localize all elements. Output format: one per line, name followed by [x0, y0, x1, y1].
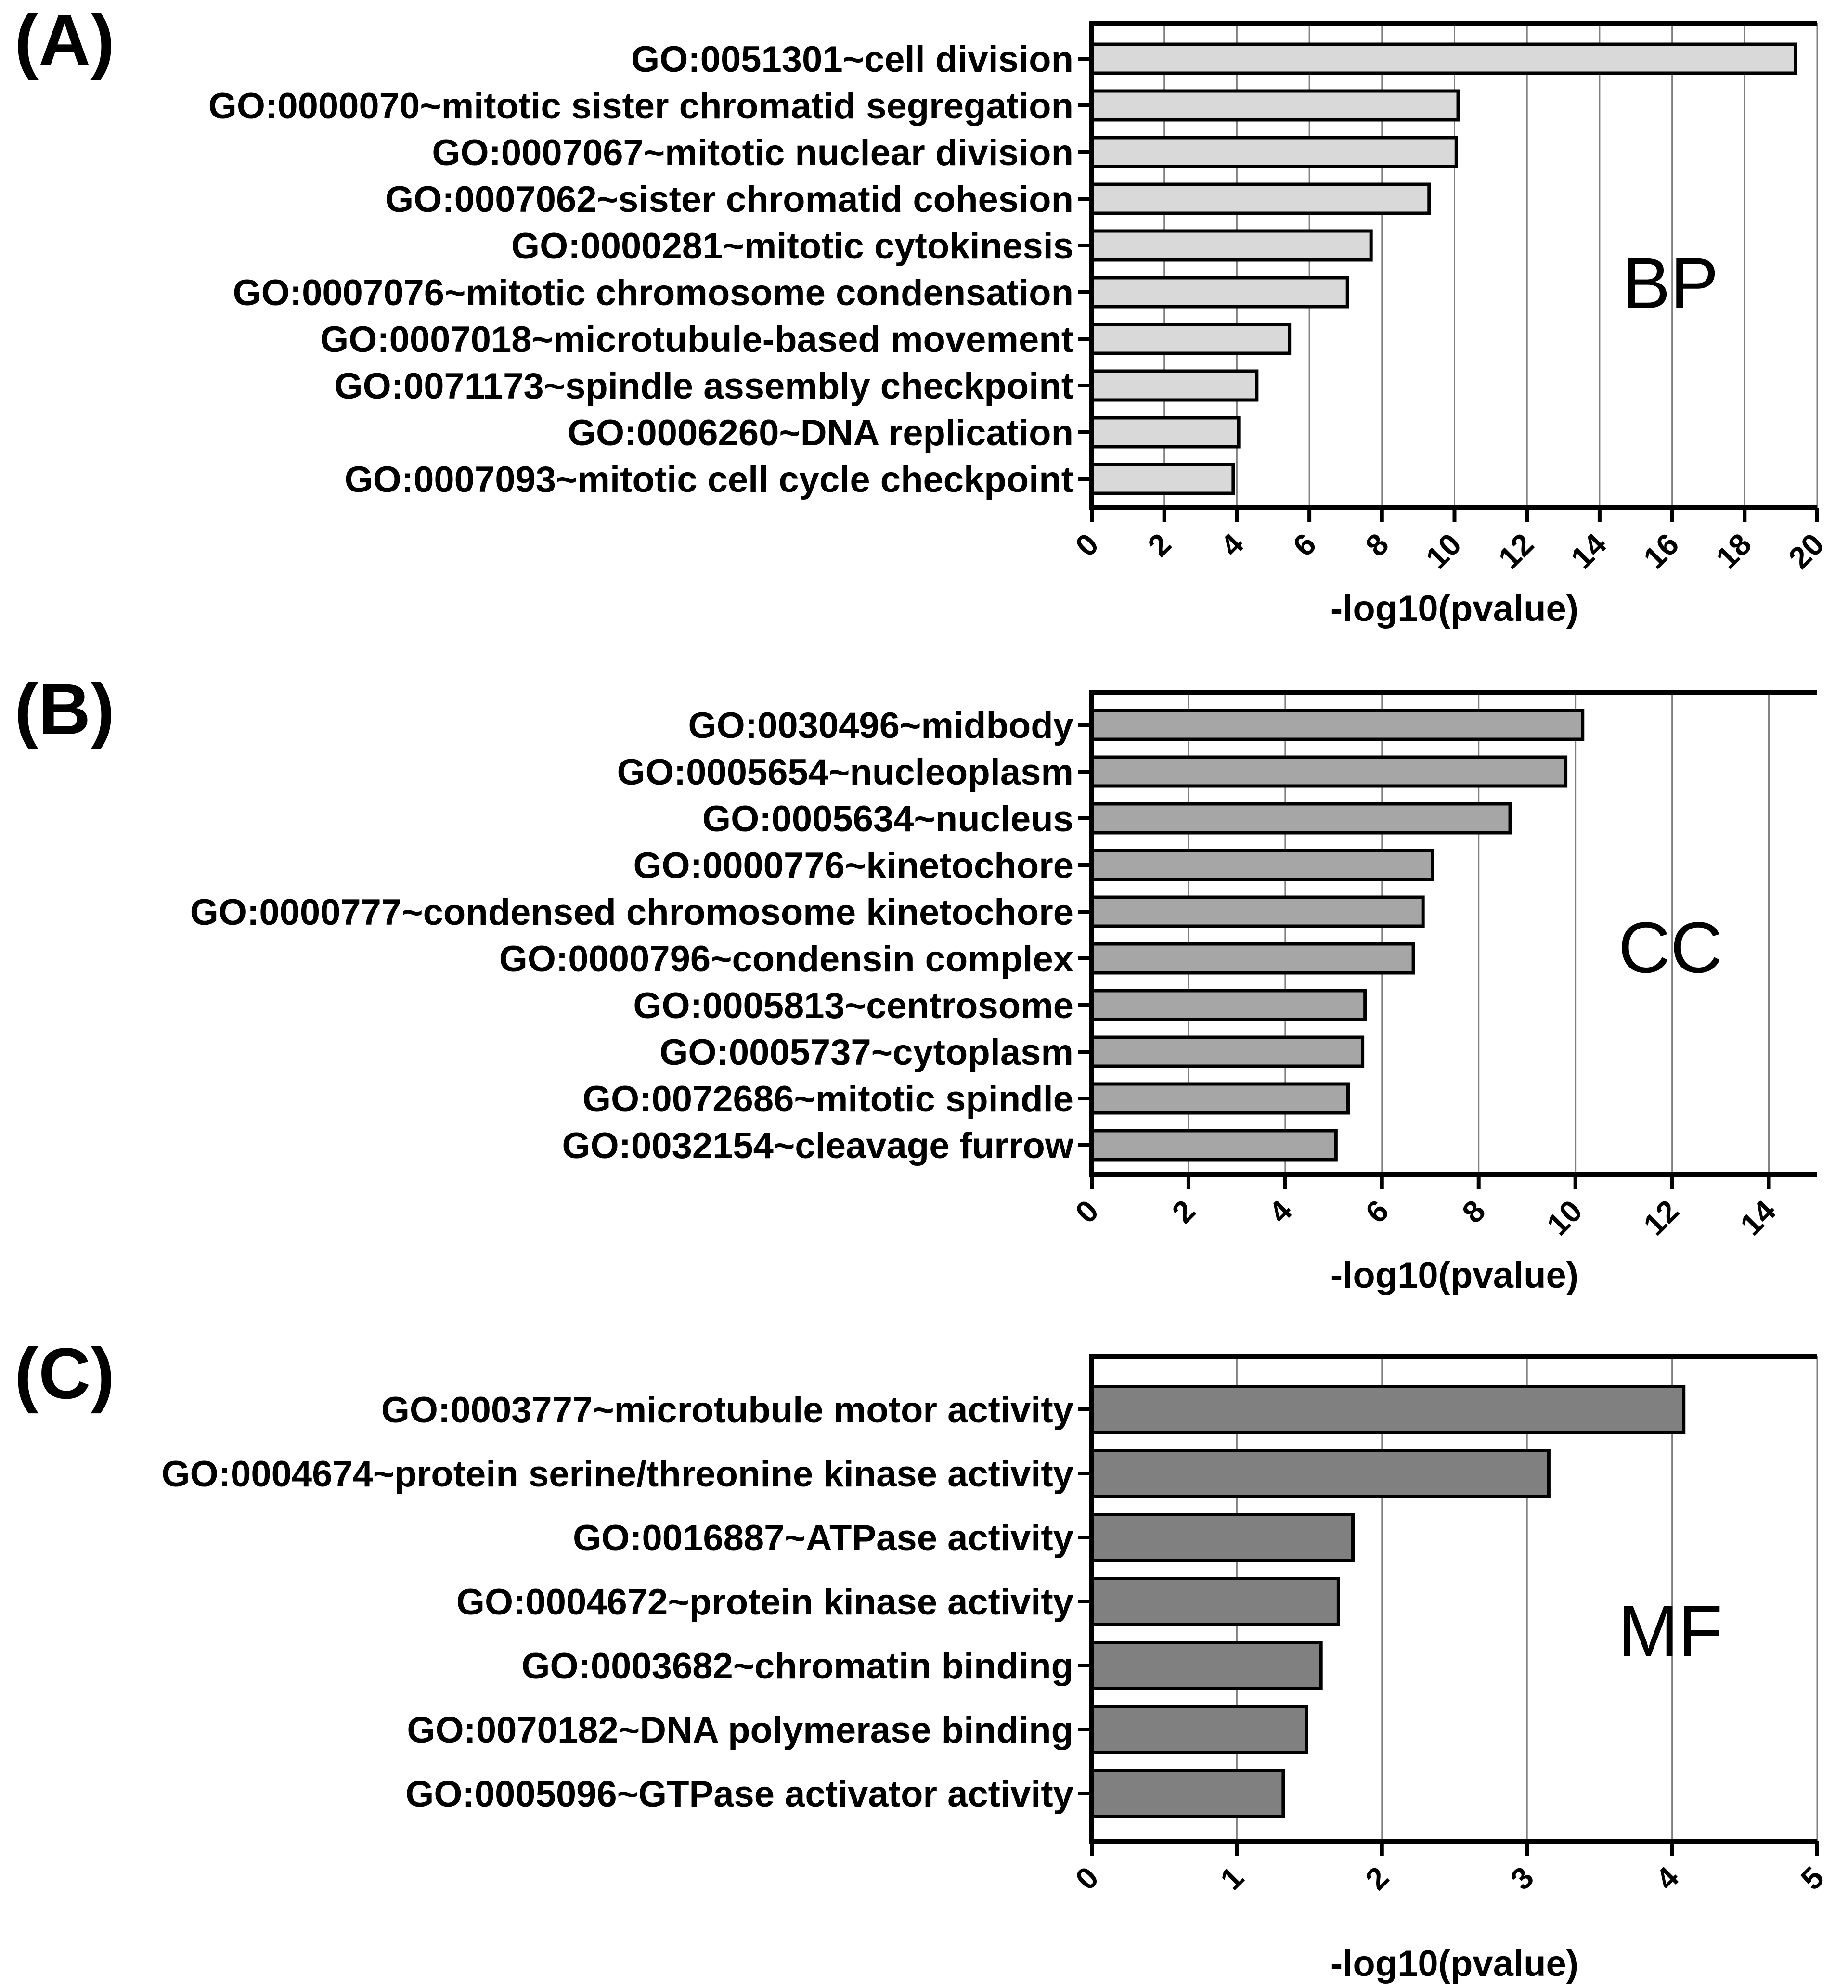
bp-xtick-label: 14 — [1564, 527, 1614, 576]
bp-xtick-label: 4 — [1214, 527, 1250, 563]
mf-bar — [1090, 1705, 1308, 1754]
mf-category-label: GO:0070182~DNA polymerase binding — [407, 1710, 1073, 1751]
cc-bar — [1090, 1082, 1350, 1115]
mf-category-label: GO:0003682~chromatin binding — [521, 1646, 1073, 1687]
cc-bar — [1090, 1035, 1365, 1068]
cc-x-axis-title: -log10(pvalue) — [1331, 1255, 1578, 1296]
bp-x-axis-title: -log10(pvalue) — [1331, 588, 1578, 629]
bp-bar — [1090, 136, 1458, 168]
cc-bar — [1090, 802, 1512, 835]
bp-xtick-label: 2 — [1141, 527, 1178, 563]
cc-category-label: GO:0005813~centrosome — [633, 985, 1073, 1026]
bp-bar — [1090, 229, 1373, 262]
mf-bar — [1090, 1577, 1340, 1626]
bp-category-label: GO:0000070~mitotic sister chromatid segr… — [208, 86, 1073, 127]
mf-xtick-label: 3 — [1504, 1860, 1540, 1897]
cc-category-label: GO:0000796~condensin complex — [499, 939, 1073, 980]
bp-xtick-label: 0 — [1069, 527, 1105, 563]
panel-bp: GO:0051301~cell division GO:0000070~mitot… — [14, 0, 1831, 629]
panel-cc: GO:0030496~midbody GO:0005654~nucleoplasm… — [14, 669, 1817, 1296]
cc-category-label: GO:0072686~mitotic spindle — [582, 1079, 1073, 1120]
bp-xtick-label: 6 — [1286, 527, 1323, 563]
mf-xtick-label: 2 — [1359, 1860, 1396, 1897]
mf-category-tag: MF — [1618, 1590, 1723, 1671]
bp-category-label: GO:0007093~mitotic cell cycle checkpoint — [345, 459, 1073, 500]
mf-category-label: GO:0005096~GTPase activator activity — [405, 1774, 1073, 1815]
cc-category-tag: CC — [1618, 907, 1723, 988]
cc-panel-label: (B) — [14, 669, 115, 749]
bp-category-label: GO:0006260~DNA replication — [568, 413, 1073, 453]
cc-xtick-label: 10 — [1540, 1193, 1589, 1242]
cc-xtick-label: 14 — [1733, 1193, 1783, 1242]
cc-category-label: GO:0005634~nucleus — [702, 799, 1073, 839]
bp-category-label: GO:0007076~mitotic chromosome condensati… — [233, 272, 1073, 313]
cc-bar — [1090, 942, 1415, 975]
mf-xtick-label: 0 — [1069, 1860, 1105, 1897]
cc-bar — [1090, 895, 1425, 928]
bp-bar — [1090, 89, 1460, 122]
panel-mf: GO:0003777~microtubule motor activity GO:… — [14, 1333, 1831, 1984]
cc-xtick-label: 2 — [1165, 1193, 1202, 1230]
mf-bar — [1090, 1641, 1323, 1690]
bp-category-label: GO:0051301~cell division — [631, 39, 1073, 80]
bp-category-label: GO:0071173~spindle assembly checkpoint — [334, 366, 1073, 407]
cc-xtick-label: 0 — [1069, 1193, 1105, 1230]
mf-bar — [1090, 1385, 1686, 1434]
cc-bar — [1090, 755, 1568, 788]
cc-category-label: GO:0032154~cleavage furrow — [562, 1125, 1074, 1166]
cc-xtick-label: 8 — [1456, 1193, 1492, 1230]
mf-category-label: GO:0016887~ATPase activity — [573, 1518, 1073, 1559]
cc-bar — [1090, 989, 1367, 1021]
mf-xtick-label: 1 — [1214, 1860, 1250, 1897]
bp-category-tag: BP — [1622, 243, 1719, 323]
mf-bar — [1090, 1769, 1285, 1818]
mf-bar — [1090, 1513, 1355, 1562]
bp-category-label: GO:0007062~sister chromatid cohesion — [385, 179, 1073, 220]
bp-bar — [1090, 182, 1431, 215]
cc-xtick-label: 12 — [1637, 1193, 1685, 1242]
bp-xtick-label: 16 — [1637, 527, 1685, 575]
mf-panel-label: (C) — [14, 1333, 115, 1414]
mf-category-label: GO:0004672~protein kinase activity — [456, 1582, 1073, 1623]
bp-xtick-label: 18 — [1709, 527, 1758, 575]
mf-category-label: GO:0003777~microtubule motor activity — [381, 1390, 1073, 1431]
bp-bar — [1090, 42, 1797, 75]
bp-bar — [1090, 323, 1292, 355]
bp-category-label: GO:0000281~mitotic cytokinesis — [511, 226, 1073, 267]
cc-category-label: GO:0030496~midbody — [688, 705, 1073, 746]
cc-bar — [1090, 709, 1585, 741]
mf-category-label: GO:0004674~protein serine/threonine kina… — [162, 1454, 1073, 1495]
cc-category-label: GO:0000776~kinetochore — [633, 845, 1073, 886]
mf-xtick-label: 5 — [1794, 1860, 1831, 1897]
bp-bar — [1090, 369, 1259, 402]
mf-xtick-label: 4 — [1649, 1860, 1685, 1897]
bp-panel-label: (A) — [14, 0, 115, 80]
cc-category-label: GO:0005654~nucleoplasm — [617, 752, 1073, 793]
bp-xtick-label: 12 — [1492, 527, 1540, 575]
cc-category-label: GO:0005737~cytoplasm — [659, 1032, 1073, 1073]
bp-category-label: GO:0007018~microtubule-based movement — [320, 319, 1073, 360]
bp-xtick-label: 10 — [1419, 527, 1468, 575]
bp-bar — [1090, 463, 1235, 495]
bp-bar — [1090, 276, 1349, 309]
mf-x-axis-title: -log10(pvalue) — [1331, 1943, 1578, 1984]
bp-xtick-label: 20 — [1782, 527, 1831, 575]
bp-bar — [1090, 416, 1241, 449]
cc-xtick-label: 6 — [1359, 1193, 1396, 1230]
bp-xtick-label: 8 — [1359, 527, 1396, 563]
mf-bar — [1090, 1449, 1551, 1498]
bp-category-label: GO:0007067~mitotic nuclear division — [432, 132, 1073, 173]
cc-xtick-label: 4 — [1262, 1193, 1299, 1230]
cc-bar — [1090, 849, 1434, 881]
cc-category-label: GO:0000777~condensed chromosome kinetoch… — [190, 892, 1073, 933]
cc-bar — [1090, 1129, 1338, 1162]
